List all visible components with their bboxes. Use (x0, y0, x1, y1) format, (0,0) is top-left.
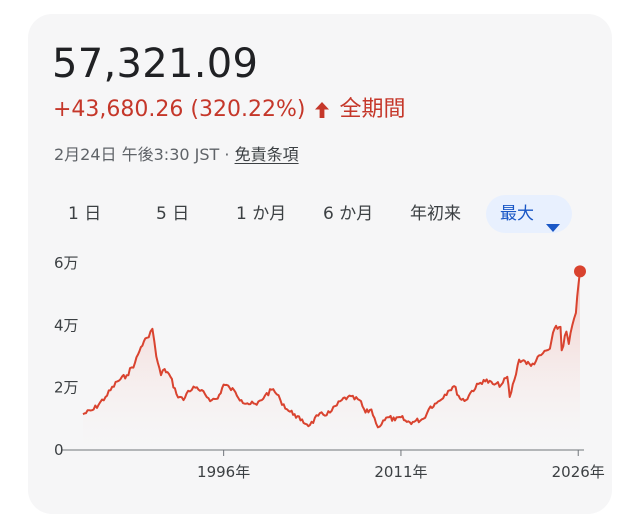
y-tick-label: 6万 (54, 254, 79, 272)
tab-ytd[interactable]: 年初来 (410, 204, 461, 224)
y-tick-label: 4万 (54, 316, 79, 334)
y-tick-label: 2万 (54, 379, 79, 397)
arrow-up-icon (311, 99, 333, 121)
change-period: 全期間 (339, 97, 406, 122)
timestamp: 2月24日 午後3:30 JST · (54, 145, 230, 164)
x-tick-label: 2026年 (552, 463, 605, 481)
tab-max[interactable]: 最大 (486, 195, 572, 233)
change-line: +43,680.26 (320.22%) 全期間 (53, 96, 405, 124)
tab-1-day[interactable]: 1 日 (68, 204, 102, 224)
tab-5-day[interactable]: 5 日 (156, 204, 190, 224)
x-tick-label: 1996年 (197, 463, 250, 481)
tab-max-label: 最大 (500, 204, 534, 224)
disclaimer-link[interactable]: 免責条項 (234, 145, 299, 164)
price-value: 57,321.09 (52, 41, 259, 87)
tab-1-month[interactable]: 1 か月 (236, 204, 287, 224)
chart-area-fill (83, 271, 580, 450)
tab-6-month[interactable]: 6 か月 (323, 204, 374, 224)
chart-last-point (574, 265, 586, 278)
chart-price-line (82, 271, 581, 429)
y-tick-label: 0 (54, 441, 64, 459)
x-tick-label: 2011年 (374, 463, 427, 481)
change-amount: +43,680.26 (320.22%) (53, 97, 306, 122)
timestamp-line: 2月24日 午後3:30 JST · 免責条項 (54, 144, 299, 166)
caret-down-icon (546, 209, 560, 232)
